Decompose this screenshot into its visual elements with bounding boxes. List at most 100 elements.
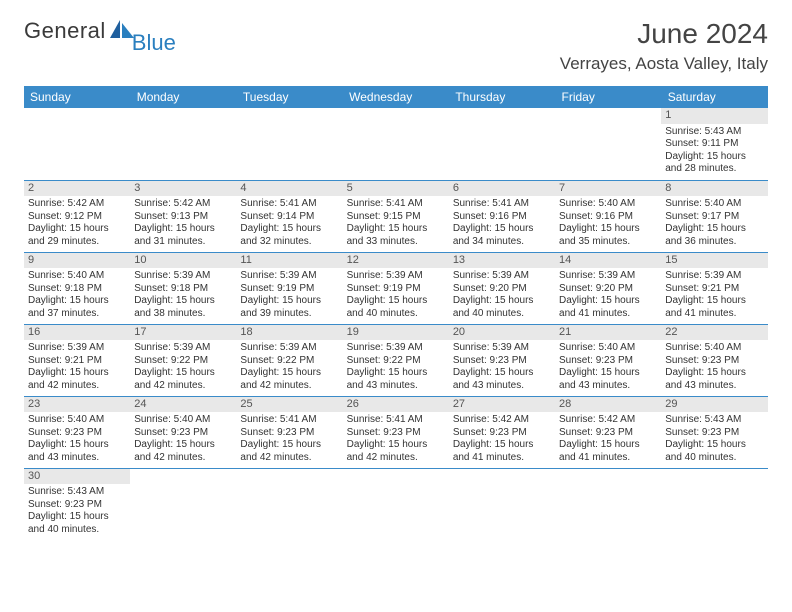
day-text-line: Daylight: 15 hours <box>665 439 763 452</box>
day-text: Sunrise: 5:41 AMSunset: 9:23 PMDaylight:… <box>343 412 449 467</box>
day-text-line: Sunrise: 5:42 AM <box>559 414 657 427</box>
day-text-line: Sunset: 9:20 PM <box>559 283 657 296</box>
day-text-line: Daylight: 15 hours <box>559 295 657 308</box>
day-text: Sunrise: 5:39 AMSunset: 9:21 PMDaylight:… <box>24 340 130 395</box>
day-text: Sunrise: 5:39 AMSunset: 9:22 PMDaylight:… <box>343 340 449 395</box>
day-text-line: and 36 minutes. <box>665 236 763 249</box>
day-text-line: and 40 minutes. <box>665 452 763 465</box>
calendar-day-cell: 8Sunrise: 5:40 AMSunset: 9:17 PMDaylight… <box>661 180 767 252</box>
day-text-line: Daylight: 15 hours <box>665 367 763 380</box>
day-text-line: Sunrise: 5:39 AM <box>240 342 338 355</box>
day-text-line: and 37 minutes. <box>28 308 126 321</box>
calendar-day-cell <box>449 108 555 180</box>
day-text-line: and 31 minutes. <box>134 236 232 249</box>
day-text-line: and 40 minutes. <box>453 308 551 321</box>
day-text: Sunrise: 5:42 AMSunset: 9:23 PMDaylight:… <box>449 412 555 467</box>
day-text-line: Daylight: 15 hours <box>453 223 551 236</box>
day-text-line: Daylight: 15 hours <box>28 439 126 452</box>
day-header: Tuesday <box>236 86 342 108</box>
day-number: 21 <box>555 325 661 341</box>
day-text: Sunrise: 5:39 AMSunset: 9:22 PMDaylight:… <box>130 340 236 395</box>
day-text-line: and 35 minutes. <box>559 236 657 249</box>
day-text-line: Sunset: 9:16 PM <box>559 211 657 224</box>
calendar-day-cell <box>555 468 661 540</box>
day-text-line: Daylight: 15 hours <box>28 223 126 236</box>
day-text: Sunrise: 5:43 AMSunset: 9:23 PMDaylight:… <box>24 484 130 539</box>
location-text: Verrayes, Aosta Valley, Italy <box>560 54 768 74</box>
day-text-line: and 33 minutes. <box>347 236 445 249</box>
day-text: Sunrise: 5:39 AMSunset: 9:22 PMDaylight:… <box>236 340 342 395</box>
day-number: 14 <box>555 253 661 269</box>
logo-text-blue: Blue <box>132 30 176 56</box>
calendar-day-cell <box>661 468 767 540</box>
day-text-line: Sunrise: 5:43 AM <box>665 126 763 139</box>
day-text-line: Daylight: 15 hours <box>240 439 338 452</box>
day-text: Sunrise: 5:41 AMSunset: 9:23 PMDaylight:… <box>236 412 342 467</box>
day-number: 30 <box>24 469 130 485</box>
day-text-line: and 43 minutes. <box>559 380 657 393</box>
day-number: 29 <box>661 397 767 413</box>
day-text-line: and 43 minutes. <box>665 380 763 393</box>
day-header: Thursday <box>449 86 555 108</box>
calendar-day-cell: 29Sunrise: 5:43 AMSunset: 9:23 PMDayligh… <box>661 396 767 468</box>
day-text-line: Daylight: 15 hours <box>240 367 338 380</box>
day-number: 24 <box>130 397 236 413</box>
day-text-line: Sunset: 9:22 PM <box>347 355 445 368</box>
day-text-line: Daylight: 15 hours <box>240 223 338 236</box>
calendar-week: 16Sunrise: 5:39 AMSunset: 9:21 PMDayligh… <box>24 324 768 396</box>
day-text: Sunrise: 5:41 AMSunset: 9:14 PMDaylight:… <box>236 196 342 251</box>
day-text-line: Daylight: 15 hours <box>347 367 445 380</box>
day-text: Sunrise: 5:39 AMSunset: 9:23 PMDaylight:… <box>449 340 555 395</box>
calendar-day-cell: 11Sunrise: 5:39 AMSunset: 9:19 PMDayligh… <box>236 252 342 324</box>
day-text-line: and 39 minutes. <box>240 308 338 321</box>
day-header: Saturday <box>661 86 767 108</box>
day-text: Sunrise: 5:43 AMSunset: 9:23 PMDaylight:… <box>661 412 767 467</box>
day-text-line: Sunrise: 5:39 AM <box>559 270 657 283</box>
day-text-line: Sunset: 9:18 PM <box>28 283 126 296</box>
day-text-line: and 40 minutes. <box>347 308 445 321</box>
day-text <box>449 484 555 489</box>
calendar-day-cell: 14Sunrise: 5:39 AMSunset: 9:20 PMDayligh… <box>555 252 661 324</box>
day-text: Sunrise: 5:43 AMSunset: 9:11 PMDaylight:… <box>661 124 767 179</box>
calendar-day-cell: 18Sunrise: 5:39 AMSunset: 9:22 PMDayligh… <box>236 324 342 396</box>
day-text-line: Sunset: 9:23 PM <box>28 499 126 512</box>
day-number: 27 <box>449 397 555 413</box>
day-text-line: Sunset: 9:18 PM <box>134 283 232 296</box>
calendar-day-cell <box>130 468 236 540</box>
day-text <box>555 124 661 129</box>
day-text-line: Sunrise: 5:40 AM <box>28 414 126 427</box>
day-text: Sunrise: 5:42 AMSunset: 9:13 PMDaylight:… <box>130 196 236 251</box>
logo-text-general: General <box>24 18 106 44</box>
day-text-line: Sunrise: 5:41 AM <box>347 414 445 427</box>
day-header: Monday <box>130 86 236 108</box>
day-number: 5 <box>343 181 449 197</box>
day-text-line: Sunrise: 5:39 AM <box>665 270 763 283</box>
day-text-line: Sunset: 9:20 PM <box>453 283 551 296</box>
day-text: Sunrise: 5:40 AMSunset: 9:23 PMDaylight:… <box>24 412 130 467</box>
day-number: 7 <box>555 181 661 197</box>
day-text-line: and 42 minutes. <box>347 452 445 465</box>
calendar-day-cell: 5Sunrise: 5:41 AMSunset: 9:15 PMDaylight… <box>343 180 449 252</box>
day-text-line: and 29 minutes. <box>28 236 126 249</box>
day-text-line: and 43 minutes. <box>28 452 126 465</box>
calendar-day-cell: 27Sunrise: 5:42 AMSunset: 9:23 PMDayligh… <box>449 396 555 468</box>
day-number: 28 <box>555 397 661 413</box>
calendar-day-cell: 10Sunrise: 5:39 AMSunset: 9:18 PMDayligh… <box>130 252 236 324</box>
calendar-day-cell: 30Sunrise: 5:43 AMSunset: 9:23 PMDayligh… <box>24 468 130 540</box>
day-text-line: Daylight: 15 hours <box>453 439 551 452</box>
day-text: Sunrise: 5:40 AMSunset: 9:23 PMDaylight:… <box>555 340 661 395</box>
calendar-day-cell <box>130 108 236 180</box>
calendar-day-cell <box>555 108 661 180</box>
day-text-line: Sunset: 9:23 PM <box>665 355 763 368</box>
day-text-line: Daylight: 15 hours <box>559 223 657 236</box>
day-text-line: Sunrise: 5:40 AM <box>559 342 657 355</box>
day-number: 20 <box>449 325 555 341</box>
day-number: 19 <box>343 325 449 341</box>
day-text-line: Sunset: 9:12 PM <box>28 211 126 224</box>
day-text-line: Sunset: 9:23 PM <box>559 355 657 368</box>
day-text-line: Daylight: 15 hours <box>347 223 445 236</box>
day-text-line: Sunrise: 5:39 AM <box>28 342 126 355</box>
day-text-line: Sunrise: 5:39 AM <box>134 270 232 283</box>
day-text-line: and 38 minutes. <box>134 308 232 321</box>
calendar-day-cell: 21Sunrise: 5:40 AMSunset: 9:23 PMDayligh… <box>555 324 661 396</box>
